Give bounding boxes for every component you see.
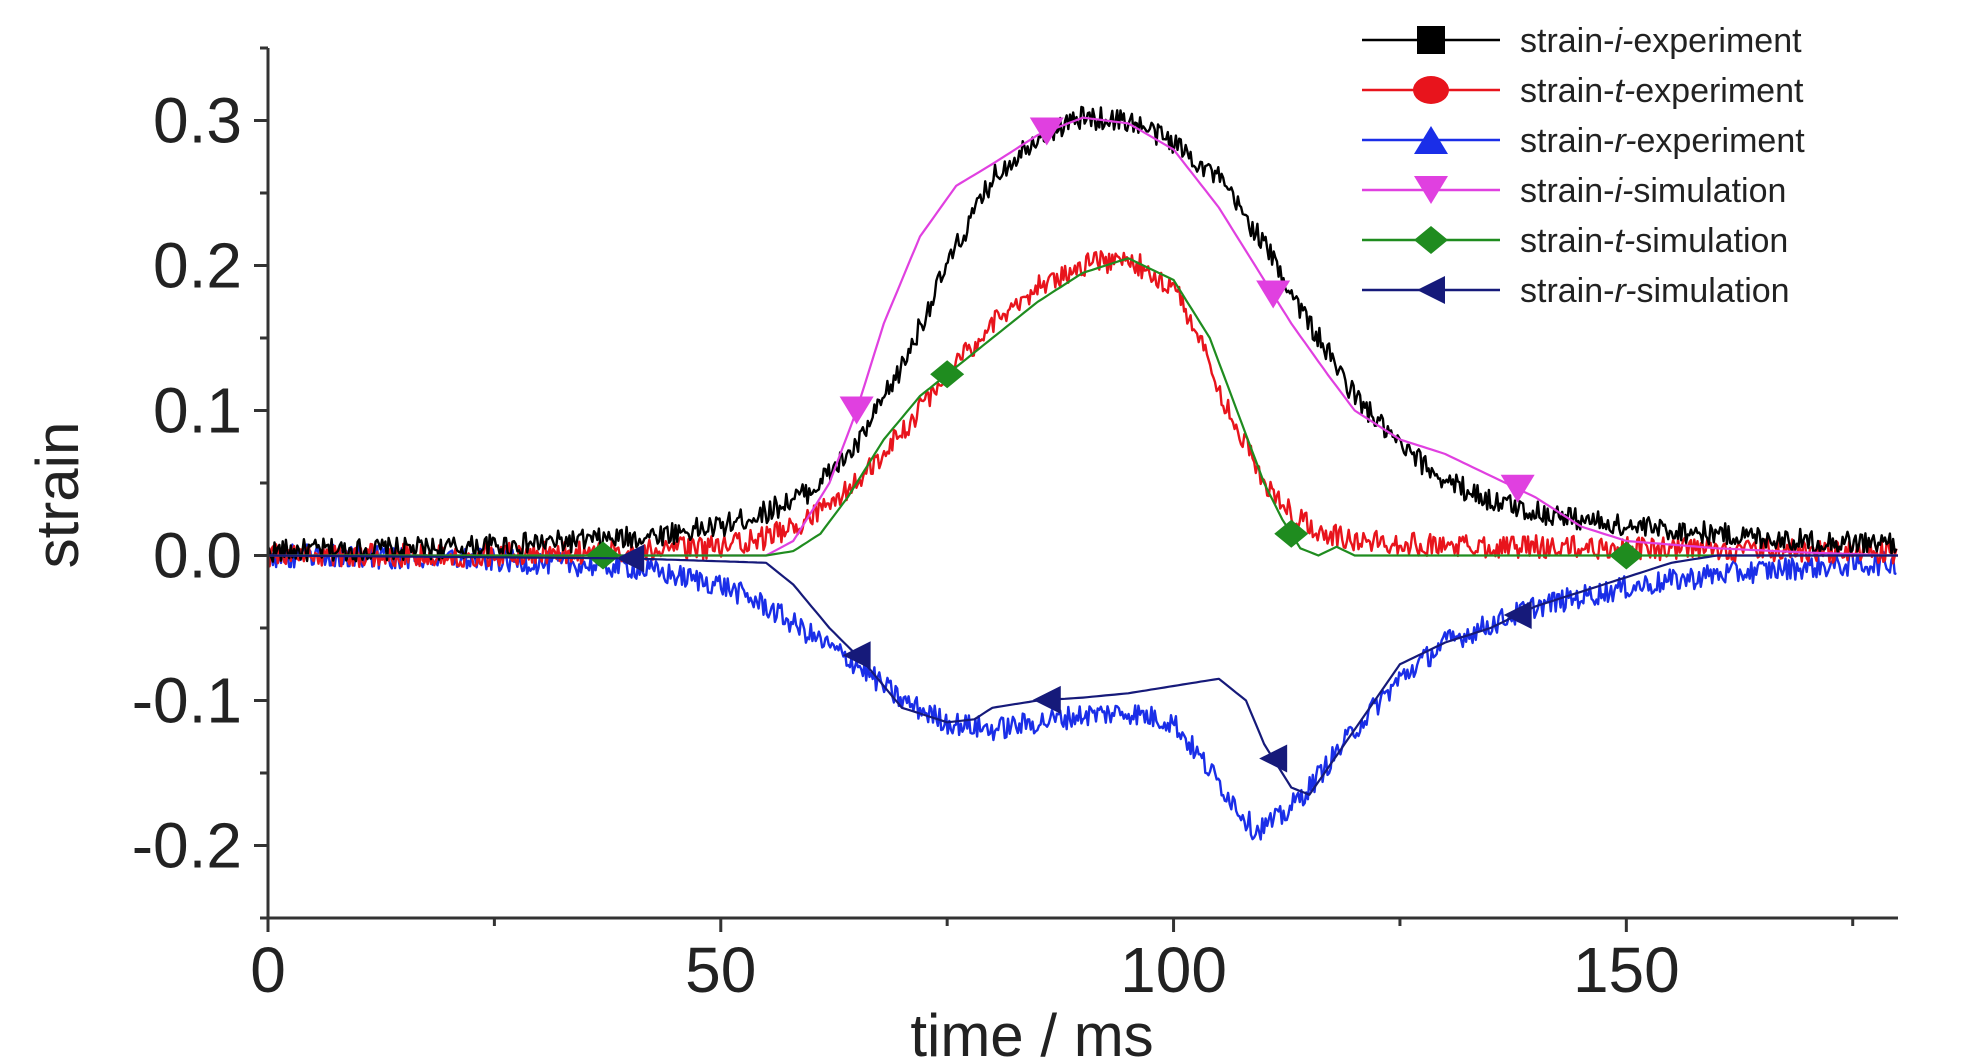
legend-label: strain-r-experiment	[1520, 122, 1805, 160]
data-point-marker	[1256, 280, 1291, 309]
legend-item: strain-i-experiment	[1362, 22, 1802, 60]
data-point-marker	[842, 641, 871, 670]
legend-item: strain-t-experiment	[1362, 72, 1804, 110]
series-strain-r-simulation	[268, 544, 1898, 796]
legend-marker	[1417, 26, 1445, 54]
data-point-marker	[1259, 744, 1288, 773]
legend-label: strain-t-experiment	[1520, 72, 1804, 110]
legend-marker	[1413, 76, 1449, 104]
x-tick-label: 150	[1573, 934, 1680, 1006]
y-tick-label: -0.1	[132, 665, 242, 737]
x-tick-label: 50	[685, 934, 756, 1006]
y-tick-label: 0.0	[153, 520, 242, 592]
data-point-marker	[1609, 541, 1644, 570]
legend-item: strain-i-simulation	[1362, 172, 1786, 210]
series-strain-t-simulation	[268, 257, 1898, 570]
x-axis-title: time / ms	[910, 1002, 1153, 1063]
x-tick-label: 100	[1120, 934, 1227, 1006]
y-tick-label: -0.2	[132, 810, 242, 882]
y-axis-title: strain	[24, 422, 91, 569]
legend-item: strain-r-simulation	[1362, 272, 1790, 310]
axes: -0.2 -0.1 0.0 0.1 0.2 0.3 0 50 100 150	[132, 46, 1898, 1006]
plot-area	[266, 105, 1899, 841]
data-point-marker	[586, 541, 621, 570]
x-tick-label: 0	[250, 934, 286, 1006]
data-point-marker	[1500, 474, 1535, 503]
series-strain-i-experiment	[266, 105, 1898, 563]
legend-label: strain-t-simulation	[1520, 222, 1788, 260]
data-point-marker	[1029, 117, 1064, 146]
legend-label: strain-i-simulation	[1520, 172, 1786, 210]
legend-item: strain-r-experiment	[1362, 122, 1805, 160]
y-tick-label: 0.2	[153, 230, 242, 302]
data-point-marker	[839, 396, 874, 425]
data-point-marker	[1274, 519, 1309, 548]
legend-marker	[1414, 176, 1448, 204]
data-point-marker	[616, 544, 645, 573]
legend-marker	[1414, 126, 1448, 154]
series-line-strain-r-experiment	[266, 543, 1897, 841]
legend-marker	[1414, 226, 1448, 254]
legend-item: strain-t-simulation	[1362, 222, 1788, 260]
series-line-strain-r-simulation	[268, 554, 1898, 796]
data-point-marker	[1503, 600, 1532, 629]
series-line-strain-i-experiment	[266, 105, 1898, 563]
series-strain-r-experiment	[266, 543, 1897, 841]
data-point-marker	[930, 360, 965, 389]
y-tick-label: 0.1	[153, 375, 242, 447]
legend-label: strain-i-experiment	[1520, 22, 1802, 60]
legend: strain-i-experiment strain-t-experiment st…	[1362, 22, 1805, 310]
data-point-marker	[1032, 685, 1061, 714]
y-tick-label: 0.3	[153, 85, 242, 157]
legend-marker	[1417, 276, 1445, 304]
legend-label: strain-r-simulation	[1520, 272, 1790, 310]
